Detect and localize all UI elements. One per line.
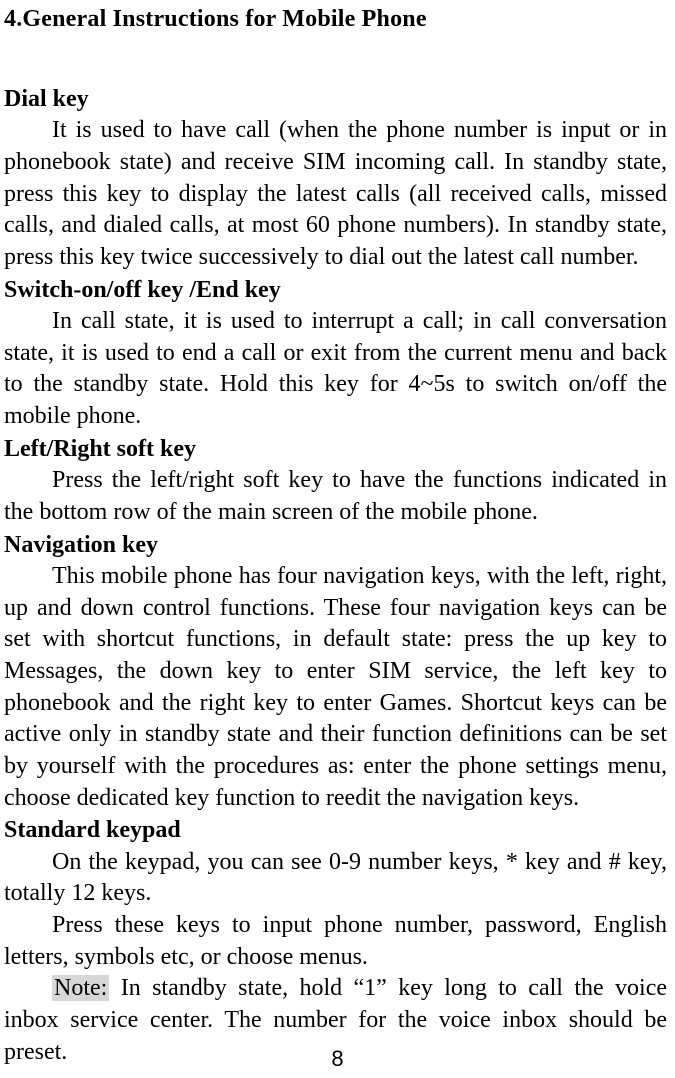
section-heading-navigation-key: Navigation key	[4, 529, 667, 561]
paragraph: It is used to have call (when the phone …	[4, 115, 667, 273]
document-page: 4.General Instructions for Mobile Phone …	[0, 0, 675, 1078]
page-number: 8	[0, 1046, 675, 1072]
page-title: 4.General Instructions for Mobile Phone	[4, 6, 667, 33]
paragraph: This mobile phone has four navigation ke…	[4, 561, 667, 814]
note-label: Note:	[52, 975, 109, 1001]
paragraph: In call state, it is used to interrupt a…	[4, 306, 667, 433]
section-heading-switch-key: Switch-on/off key /End key	[4, 274, 667, 306]
paragraph: Press these keys to input phone number, …	[4, 910, 667, 973]
section-heading-soft-key: Left/Right soft key	[4, 433, 667, 465]
paragraph: Press the left/right soft key to have th…	[4, 465, 667, 528]
paragraph: On the keypad, you can see 0-9 number ke…	[4, 847, 667, 910]
section-heading-standard-keypad: Standard keypad	[4, 814, 667, 846]
section-heading-dial-key: Dial key	[4, 83, 667, 115]
